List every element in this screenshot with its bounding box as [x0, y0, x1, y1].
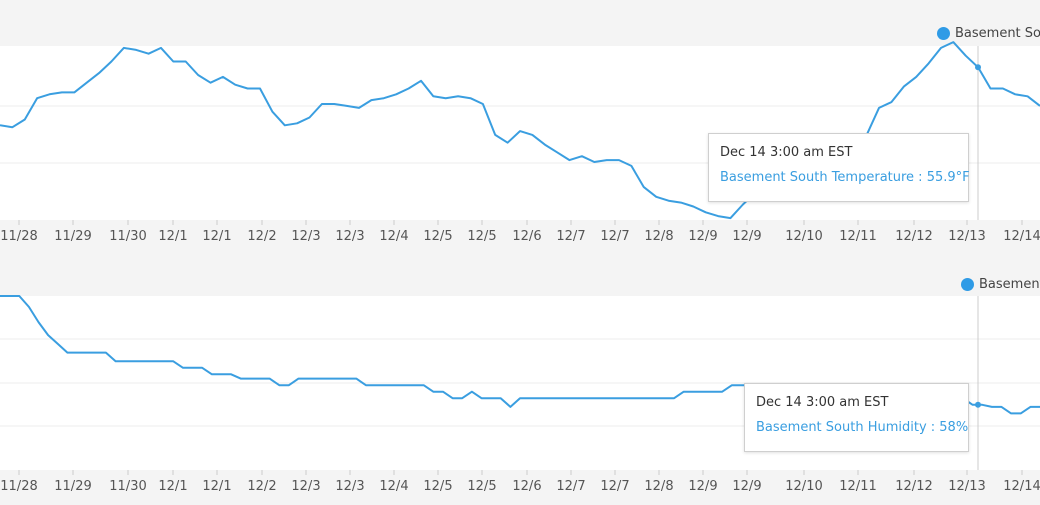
- x-tick-label: 12/14: [1003, 229, 1040, 244]
- x-tick-label: 12/14: [1003, 479, 1040, 494]
- x-tick-label: 12/9: [732, 479, 761, 494]
- x-tick-label: 12/1: [202, 229, 231, 244]
- x-tick-label: 11/28: [0, 229, 37, 244]
- humidity-hover-point: [975, 401, 981, 408]
- x-tick-label: 12/5: [423, 479, 452, 494]
- x-tick-label: 12/10: [785, 229, 822, 244]
- x-tick-label: 12/3: [335, 479, 364, 494]
- humidity-legend[interactable]: Basement: [961, 277, 1040, 292]
- temperature-hover-point: [975, 64, 981, 71]
- temperature-legend-label: Basement South: [955, 26, 1040, 41]
- humidity-legend-label: Basement: [979, 277, 1040, 292]
- x-tick-label: 12/3: [291, 229, 320, 244]
- x-tick-label: 12/3: [335, 229, 364, 244]
- x-tick-label: 12/7: [600, 229, 629, 244]
- x-tick-label: 11/28: [0, 479, 37, 494]
- legend-dot-icon: [961, 278, 974, 291]
- x-tick-label: 12/1: [158, 479, 187, 494]
- x-tick-label: 11/30: [109, 479, 146, 494]
- temperature-tooltip-time: Dec 14 3:00 am EST: [720, 145, 853, 160]
- x-tick-label: 12/9: [732, 229, 761, 244]
- x-tick-label: 12/5: [423, 229, 452, 244]
- x-tick-label: 12/2: [247, 479, 276, 494]
- x-tick-label: 11/29: [54, 479, 91, 494]
- humidity-tooltip-value: Basement South Humidity : 58%: [756, 420, 969, 435]
- x-tick-label: 12/12: [895, 229, 932, 244]
- x-tick-label: 12/9: [688, 229, 717, 244]
- temperature-x-ticks: 11/28 11/29 11/30 12/1 12/1 12/2 12/3 12/3 12/4 1…: [0, 220, 1040, 244]
- x-tick-label: 11/29: [54, 229, 91, 244]
- x-tick-label: 12/7: [556, 479, 585, 494]
- x-tick-label: 12/3: [291, 479, 320, 494]
- x-tick-label: 12/2: [247, 229, 276, 244]
- x-tick-label: 12/1: [158, 229, 187, 244]
- humidity-x-ticks: 11/28 11/29 11/30 12/1 12/1 12/2 12/3 12/3 12/4 1…: [0, 470, 1040, 494]
- humidity-tooltip-time: Dec 14 3:00 am EST: [756, 395, 889, 410]
- x-tick-label: 12/6: [512, 479, 541, 494]
- x-tick-label: 11/30: [109, 229, 146, 244]
- x-tick-label: 12/4: [379, 229, 408, 244]
- x-tick-label: 12/12: [895, 479, 932, 494]
- x-tick-label: 12/9: [688, 479, 717, 494]
- x-tick-label: 12/8: [644, 229, 673, 244]
- x-tick-label: 12/10: [785, 479, 822, 494]
- x-tick-label: 12/13: [948, 229, 985, 244]
- legend-dot-icon: [937, 27, 950, 40]
- x-tick-label: 12/5: [467, 479, 496, 494]
- humidity-tooltip: Dec 14 3:00 am EST Basement South Humidi…: [744, 383, 969, 452]
- temperature-tooltip-value: Basement South Temperature : 55.9°F: [720, 170, 970, 185]
- x-tick-label: 12/1: [202, 479, 231, 494]
- x-tick-label: 12/13: [948, 479, 985, 494]
- x-tick-label: 12/11: [839, 479, 876, 494]
- x-tick-label: 12/4: [379, 479, 408, 494]
- temperature-tooltip: Dec 14 3:00 am EST Basement South Temper…: [708, 133, 970, 202]
- x-tick-label: 12/11: [839, 229, 876, 244]
- x-tick-label: 12/5: [467, 229, 496, 244]
- x-tick-label: 12/7: [600, 479, 629, 494]
- x-tick-label: 12/8: [644, 479, 673, 494]
- x-tick-label: 12/7: [556, 229, 585, 244]
- x-tick-label: 12/6: [512, 229, 541, 244]
- temperature-legend[interactable]: Basement South: [937, 26, 1040, 41]
